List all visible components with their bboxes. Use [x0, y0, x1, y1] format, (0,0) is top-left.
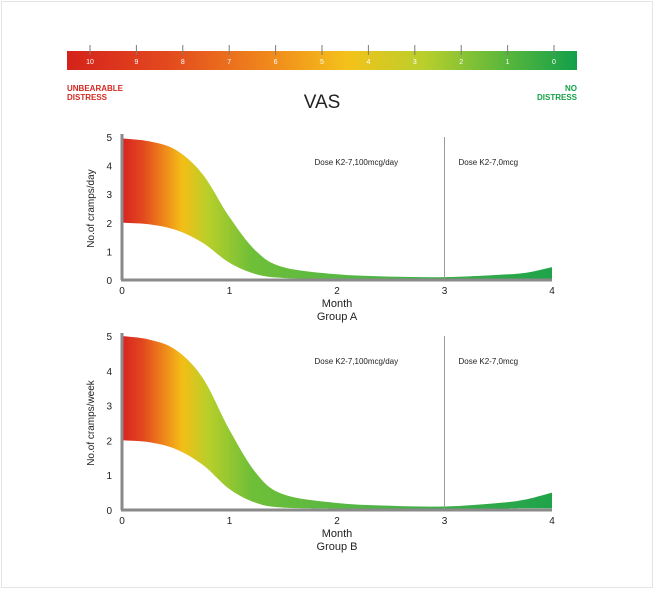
vas-right-label-2: DISTRESS [537, 93, 578, 102]
x-tick-label: 2 [334, 516, 340, 527]
y-tick-label: 0 [106, 506, 112, 517]
y-axis-label: No.of cramps/day [86, 169, 97, 247]
vas-ticks: 10 9 8 7 6 5 4 3 2 1 0 [86, 45, 556, 66]
vas-tick-label: 6 [274, 59, 278, 66]
dose-annotation-before: Dose K2-7,100mcg/day [315, 158, 399, 167]
x-tick-label: 0 [119, 286, 125, 297]
y-tick-label: 1 [106, 471, 112, 482]
chart-title: Group B [317, 541, 358, 553]
vas-tick-label: 1 [506, 59, 510, 66]
vas-tick-label: 10 [86, 59, 94, 66]
y-tick-label: 1 [106, 247, 112, 258]
x-tick-label: 4 [549, 516, 555, 527]
vas-left-label-1: UNBEARABLE [67, 84, 124, 93]
chart-title: Group A [317, 311, 358, 323]
x-tick-label: 4 [549, 286, 555, 297]
vas-scale: 10 9 8 7 6 5 4 3 2 1 0 UNBEARABLE DISTRESS NO DIST… [67, 45, 578, 113]
y-tick-label: 3 [106, 190, 112, 201]
y-tick-label: 4 [106, 162, 112, 173]
cramps-area-band [122, 138, 552, 280]
dose-annotation-after: Dose K2-7,0mcg [459, 357, 519, 366]
vas-tick-label: 8 [181, 59, 185, 66]
x-tick-label: 0 [119, 516, 125, 527]
x-tick-label: 1 [227, 286, 233, 297]
vas-left-label-2: DISTRESS [67, 93, 108, 102]
x-axis-label: Month [322, 528, 353, 540]
vas-tick-label: 5 [320, 59, 324, 66]
y-tick-label: 5 [106, 133, 112, 144]
dose-annotation-after: Dose K2-7,0mcg [459, 158, 519, 167]
cramps-area-band [122, 336, 552, 509]
y-tick-label: 4 [106, 367, 112, 378]
x-axis-label: Month [322, 298, 353, 310]
vas-tick-label: 4 [366, 59, 370, 66]
vas-tick-label: 2 [459, 59, 463, 66]
vas-tick-label: 9 [134, 59, 138, 66]
vas-title: VAS [304, 92, 341, 113]
vas-tick-label: 7 [227, 59, 231, 66]
x-tick-label: 3 [442, 286, 448, 297]
y-axis-label: No.of cramps/week [86, 379, 97, 466]
y-tick-label: 5 [106, 332, 112, 343]
vas-right-label-1: NO [565, 84, 577, 93]
y-tick-label: 0 [106, 276, 112, 287]
y-tick-label: 3 [106, 402, 112, 413]
vas-gradient-bar [67, 51, 577, 70]
y-tick-label: 2 [106, 436, 112, 447]
dose-annotation-before: Dose K2-7,100mcg/day [315, 357, 399, 366]
vas-tick-label: 0 [552, 59, 556, 66]
x-tick-label: 3 [442, 516, 448, 527]
x-tick-label: 1 [227, 516, 233, 527]
x-tick-label: 2 [334, 286, 340, 297]
y-tick-label: 2 [106, 219, 112, 230]
vas-tick-label: 3 [413, 59, 417, 66]
